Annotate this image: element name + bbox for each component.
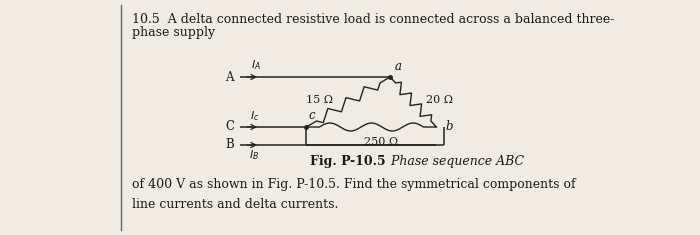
Text: 15 Ω: 15 Ω <box>307 95 333 105</box>
Text: 250 Ω: 250 Ω <box>364 137 398 147</box>
Text: $I_c$: $I_c$ <box>250 109 259 123</box>
Text: Phase sequence ABC: Phase sequence ABC <box>383 155 524 168</box>
Text: 10.5  A delta connected resistive load is connected across a balanced three-: 10.5 A delta connected resistive load is… <box>132 13 614 26</box>
Text: A: A <box>225 70 234 83</box>
Text: 20 Ω: 20 Ω <box>426 95 454 105</box>
Text: c: c <box>308 109 315 122</box>
Text: phase supply: phase supply <box>132 26 215 39</box>
Text: C: C <box>225 121 234 133</box>
Text: a: a <box>395 60 402 73</box>
Text: B: B <box>225 138 234 152</box>
Text: $I_B$: $I_B$ <box>249 148 260 162</box>
Text: $I_A$: $I_A$ <box>251 58 261 72</box>
Text: Fig. P-10.5: Fig. P-10.5 <box>309 155 385 168</box>
Text: b: b <box>446 121 454 133</box>
Text: of 400 V as shown in Fig. P-10.5. Find the symmetrical components of
line curren: of 400 V as shown in Fig. P-10.5. Find t… <box>132 178 575 211</box>
